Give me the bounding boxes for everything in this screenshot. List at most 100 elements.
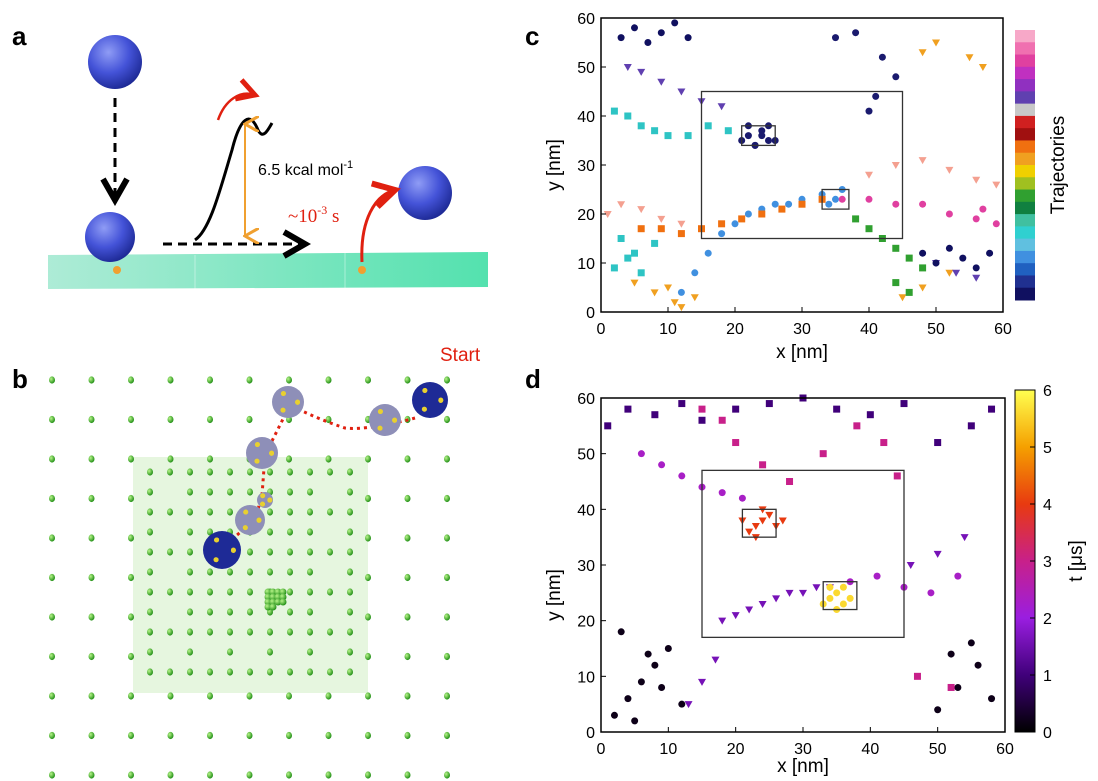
lattice-atom	[287, 628, 293, 636]
colorbar-tick-label: 0	[1043, 725, 1052, 742]
cluster-atom	[392, 418, 397, 423]
lattice-atom	[88, 494, 95, 503]
lattice-atom	[128, 731, 134, 740]
point	[745, 606, 754, 614]
point	[718, 489, 726, 497]
lattice-atom	[247, 668, 253, 676]
point	[799, 589, 807, 597]
lattice-atom	[267, 628, 273, 636]
point	[945, 210, 953, 218]
point	[865, 225, 873, 233]
point	[765, 511, 774, 519]
point	[839, 583, 847, 591]
start-label: Start	[440, 345, 481, 366]
lattice-atom	[207, 588, 213, 596]
point	[772, 595, 781, 603]
x-tick-label: 30	[793, 321, 811, 338]
cluster-atom	[377, 425, 383, 431]
point	[650, 289, 659, 297]
lattice-atom	[347, 528, 353, 536]
time-text: ~10	[288, 206, 317, 227]
y-tick-label: 60	[577, 11, 595, 28]
lattice-atom	[88, 376, 95, 384]
lattice-atom	[88, 731, 95, 740]
lattice-atom	[247, 628, 253, 636]
y-tick-label: 50	[577, 447, 595, 464]
x-tick-label: 50	[929, 741, 947, 758]
point	[972, 274, 981, 282]
point	[919, 249, 927, 257]
colorbar-tick-label: 6	[1043, 383, 1052, 400]
point	[744, 210, 752, 218]
point	[698, 405, 706, 413]
cluster-atom	[422, 388, 428, 393]
lattice-atom	[167, 415, 174, 424]
point	[846, 594, 854, 602]
time-label: ~10-3 s	[288, 203, 339, 227]
point	[631, 249, 638, 257]
point	[610, 107, 618, 115]
x-tick-label: 40	[861, 741, 879, 758]
point	[892, 279, 900, 287]
panel-label: a	[12, 21, 27, 51]
y-tick-label: 60	[577, 391, 595, 408]
point	[637, 122, 645, 130]
lattice-atom	[267, 668, 273, 676]
point	[617, 235, 625, 242]
lattice-atom	[404, 455, 411, 463]
lattice-atom	[49, 534, 55, 542]
lattice-atom	[327, 588, 333, 596]
point	[718, 617, 727, 625]
point	[978, 64, 987, 71]
lattice-atom	[207, 568, 213, 576]
adatom-cluster	[279, 598, 287, 606]
point	[617, 201, 626, 209]
point	[677, 304, 686, 312]
lattice-atom	[227, 668, 233, 676]
lattice-atom	[404, 613, 411, 621]
lattice-atom	[49, 613, 55, 621]
lattice-atom	[207, 731, 213, 740]
colorbar-swatch	[1015, 152, 1035, 166]
point	[838, 195, 846, 203]
cluster-atom	[421, 406, 427, 412]
colorbar-swatch	[1015, 115, 1035, 129]
lattice-atom	[207, 508, 213, 516]
region-box	[741, 508, 777, 538]
point	[677, 220, 686, 228]
lattice-atom	[207, 771, 213, 779]
cluster-atom	[281, 391, 286, 396]
lattice-atom	[49, 652, 55, 661]
cluster-atom	[267, 497, 273, 503]
lattice-atom	[347, 628, 353, 636]
point	[865, 107, 873, 115]
lattice-atom	[147, 488, 153, 496]
colorbar-swatch	[1015, 287, 1035, 301]
point	[657, 29, 665, 37]
colorbar-swatch	[1015, 103, 1035, 117]
lattice-atom	[187, 628, 193, 636]
lattice-atom	[365, 731, 371, 740]
lattice-atom	[167, 692, 174, 700]
adatom-cluster	[274, 593, 282, 601]
lattice-atom	[147, 668, 153, 676]
lattice-atom	[287, 588, 293, 596]
point	[892, 73, 900, 81]
point	[624, 695, 632, 703]
y-tick-label: 10	[577, 669, 595, 686]
lattice-atom	[404, 692, 411, 700]
point	[778, 205, 786, 213]
colorbar-tick-label: 1	[1043, 668, 1052, 685]
point	[738, 215, 746, 223]
lattice-atom	[325, 692, 332, 700]
lattice-atom	[147, 648, 153, 656]
lattice-atom	[444, 534, 450, 542]
cluster-atom	[260, 493, 266, 499]
x-tick-label: 40	[860, 321, 878, 338]
lattice-atom	[227, 648, 233, 656]
adatom-cluster	[274, 598, 282, 606]
colorbar-swatch	[1015, 91, 1035, 105]
lattice-atom	[307, 608, 313, 616]
diagram-b: Start	[49, 345, 481, 779]
point	[872, 92, 880, 100]
